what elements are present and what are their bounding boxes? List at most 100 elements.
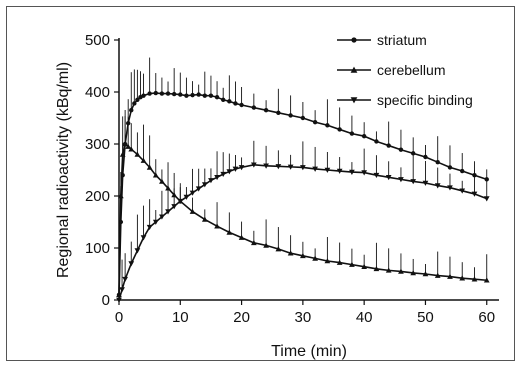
data-point: [208, 178, 214, 184]
x-tick-label: 30: [295, 309, 312, 326]
data-point: [385, 174, 392, 181]
data-point: [233, 101, 238, 106]
data-point: [117, 193, 124, 199]
legend-swatch-marker: [350, 97, 358, 104]
data-point: [434, 272, 441, 278]
data-point: [125, 143, 132, 149]
data-point: [263, 163, 269, 169]
data-point: [177, 198, 184, 205]
series-cerebellum: [116, 110, 490, 298]
data-point: [459, 275, 466, 281]
data-point: [132, 101, 137, 106]
data-point: [349, 169, 355, 175]
data-point: [239, 102, 244, 108]
data-point: [183, 194, 190, 200]
data-point: [349, 131, 355, 136]
legend-swatch-marker: [351, 37, 357, 43]
data-point: [134, 151, 141, 157]
data-point: [220, 97, 226, 103]
legend-label: cerebellum: [377, 62, 445, 78]
y-tick-label: 0: [102, 292, 110, 309]
data-point: [471, 276, 478, 282]
data-point: [201, 216, 208, 222]
data-point: [460, 168, 465, 174]
data-point: [119, 287, 125, 293]
data-point: [226, 229, 233, 235]
data-point: [300, 252, 306, 259]
data-point: [208, 93, 214, 98]
data-point: [386, 143, 391, 148]
data-point: [159, 91, 165, 96]
data-point: [263, 108, 269, 113]
x-tick-label: 40: [356, 309, 373, 326]
y-tick-label: 400: [85, 84, 110, 101]
data-point: [226, 169, 233, 175]
legend-swatch-marker: [350, 66, 358, 73]
data-point: [276, 110, 281, 116]
y-axis-title: Regional radioactivity (kBq/ml): [55, 62, 72, 278]
data-point: [361, 263, 368, 270]
y-tick-label: 100: [85, 240, 110, 257]
series-striatum: [116, 57, 489, 297]
data-point: [447, 165, 453, 170]
data-point: [325, 123, 330, 128]
data-point: [423, 154, 428, 160]
data-point: [152, 219, 159, 225]
data-point: [422, 180, 429, 186]
legend-label: specific binding: [377, 92, 473, 108]
data-point: [189, 190, 196, 196]
data-point: [119, 151, 126, 157]
data-point: [171, 91, 177, 97]
data-point: [250, 162, 257, 168]
data-point: [398, 177, 404, 183]
data-point: [410, 179, 417, 185]
data-point: [312, 119, 318, 125]
data-point: [385, 267, 392, 273]
data-point: [165, 209, 171, 215]
data-point: [250, 239, 257, 246]
data-point: [238, 234, 245, 240]
data-point: [190, 92, 195, 98]
data-point: [398, 268, 404, 274]
data-point: [275, 164, 282, 170]
data-point: [471, 191, 478, 197]
data-point: [140, 157, 147, 163]
data-point: [275, 246, 282, 252]
data-point: [165, 185, 171, 191]
data-point: [324, 258, 331, 264]
data-point: [232, 166, 239, 172]
data-point: [447, 185, 453, 191]
data-point: [152, 172, 159, 178]
data-point: [263, 242, 269, 248]
data-point: [171, 204, 178, 210]
data-point: [122, 276, 128, 283]
series-layer: [116, 57, 490, 303]
x-axis-title: Time (min): [271, 343, 347, 360]
data-point: [447, 273, 453, 279]
data-point: [459, 188, 466, 194]
data-point: [324, 167, 331, 173]
legend-item: cerebellum: [337, 62, 445, 78]
data-point: [146, 164, 153, 170]
data-point: [374, 139, 379, 144]
data-point: [373, 265, 380, 272]
data-point: [134, 248, 141, 254]
y-tick-label: 500: [85, 32, 110, 49]
data-point: [434, 183, 441, 189]
data-point: [147, 91, 152, 96]
x-tick-label: 60: [478, 309, 495, 326]
data-point: [165, 91, 171, 96]
data-point: [337, 127, 342, 132]
data-point: [220, 171, 227, 178]
data-point: [214, 223, 220, 229]
data-point: [483, 196, 490, 202]
data-point: [336, 168, 343, 174]
data-point: [153, 90, 158, 96]
x-tick-label: 20: [233, 309, 250, 326]
data-point: [140, 235, 147, 241]
data-point: [141, 93, 146, 98]
data-point: [398, 147, 404, 152]
legend-item: striatum: [337, 32, 427, 48]
data-point: [196, 92, 201, 97]
